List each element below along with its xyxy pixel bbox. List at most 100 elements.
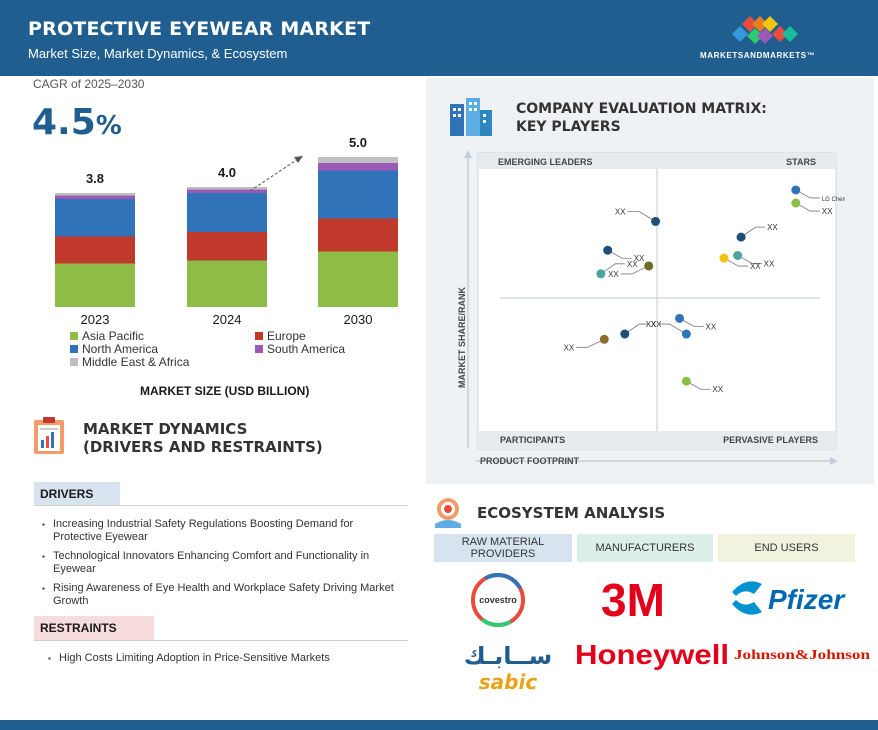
market-size-bar-chart: 3.8 2023 4.0 2024 5.0 2030 [55, 135, 398, 327]
legend-swatch [255, 345, 263, 353]
restraints-divider [34, 640, 408, 641]
bar-segment-asia-pacific [318, 251, 398, 307]
growth-arrow-line [249, 158, 299, 192]
restraints-tab: RESTRAINTS [34, 616, 154, 640]
ecosystem-title: ECOSYSTEM ANALYSIS [477, 504, 666, 522]
quadrant-label-pervasive: PERVASIVE PLAYERS [723, 435, 818, 445]
matrix-title: COMPANY EVALUATION MATRIX: KEY PLAYERS [516, 100, 767, 136]
drivers-divider [34, 505, 408, 506]
quadrant-label-stars: STARS [786, 157, 816, 167]
legend-item: Europe [255, 329, 306, 343]
cagr-label: CAGR of 2025–2030 [33, 77, 145, 91]
growth-arrow-icon [294, 156, 303, 163]
legend-swatch [255, 332, 263, 340]
johnson-and-johnson-logo: Johnson&Johnson [734, 648, 870, 663]
bar-segment-south-america [55, 195, 135, 199]
x-axis-label: PRODUCT FOOTPRINT [480, 456, 579, 466]
matrix-point [644, 261, 654, 271]
bar-segment-north-america [187, 193, 267, 232]
legend-label: Asia Pacific [82, 329, 145, 343]
3m-text: 3M [601, 574, 665, 622]
bar-segment-europe [55, 236, 135, 264]
matrix-leader-line [620, 265, 649, 275]
legend-swatch [70, 332, 78, 340]
bar-total-label: 5.0 [349, 135, 367, 150]
driver-item: Rising Awareness of Eye Health and Workp… [42, 582, 402, 608]
covestro-logo: covestro [471, 573, 525, 627]
matrix-leader-line [607, 249, 632, 259]
ecosystem-icon [435, 498, 461, 528]
clipboard-chart-icon [34, 417, 64, 454]
drivers-list: Increasing Industrial Safety Regulations… [42, 518, 402, 614]
driver-item: Technological Innovators Enhancing Comfo… [42, 550, 402, 576]
y-axis-arrow-icon [464, 150, 472, 158]
legend-item: Middle East & Africa [70, 355, 189, 369]
matrix-leader-line [723, 257, 748, 267]
bar-segment-north-america [55, 199, 135, 237]
matrix-leader-line [795, 189, 820, 199]
matrix-point-label: XX [767, 223, 778, 232]
market-dynamics-title-line1: MARKET DYNAMICS [83, 420, 248, 438]
matrix-point-label: XX [764, 259, 775, 268]
covestro-text: covestro [479, 595, 517, 605]
honeywell-logo: Honeywell [575, 639, 729, 670]
matrix-point [719, 253, 729, 263]
bar-segment-middle-east-africa [318, 157, 398, 163]
market-dynamics-title: MARKET DYNAMICS (DRIVERS AND RESTRAINTS) [83, 420, 323, 456]
marketsandmarkets-logo-icon [732, 16, 798, 44]
matrix-title-line1: COMPANY EVALUATION MATRIX: [516, 101, 767, 117]
matrix-point-label: XX [634, 254, 645, 263]
bar-segment-asia-pacific [187, 260, 267, 307]
matrix-point [620, 329, 630, 339]
legend-item: South America [255, 342, 345, 356]
restraint-item: High Costs Limiting Adoption in Price-Se… [48, 652, 408, 665]
bar-segment-asia-pacific [55, 263, 135, 307]
cagr-number: 4.5 [32, 102, 96, 143]
bar-segment-middle-east-africa [187, 187, 267, 190]
legend-swatch [70, 358, 78, 366]
legend-label: Middle East & Africa [82, 355, 190, 369]
matrix-point [736, 232, 746, 242]
matrix-point [675, 313, 685, 323]
bar-segment-europe [318, 218, 398, 252]
matrix-leader-line [658, 323, 687, 335]
matrix-point [681, 329, 691, 339]
x-tick-label: 2030 [344, 312, 373, 327]
matrix-leader-line [795, 202, 820, 212]
buildings-icon [450, 98, 492, 136]
logo-text: MARKETSANDMARKETS™ [700, 51, 816, 60]
matrix-leader-line [627, 211, 656, 222]
cagr-unit: % [95, 111, 122, 141]
eco-header-manufacturers: MANUFACTURERS [577, 534, 713, 562]
bar-segment-south-america [187, 189, 267, 193]
matrix-point [603, 245, 613, 255]
matrix-point [596, 269, 606, 279]
matrix-leader-line [576, 338, 605, 348]
sabic-logo: ســابـك sabic [464, 642, 553, 692]
legend-item: North America [70, 342, 158, 356]
matrix-leader-line [600, 263, 625, 275]
bar-total-label: 4.0 [218, 165, 236, 180]
matrix-point [733, 250, 743, 260]
chart-x-axis-label: MARKET SIZE (USD BILLION) [140, 384, 310, 398]
matrix-point [599, 334, 609, 344]
matrix-point-label: XX [651, 320, 662, 329]
legend-label: South America [267, 342, 346, 356]
matrix-top-band [478, 153, 836, 169]
honeywell-text: Honeywell [575, 639, 729, 670]
quadrant-label-emerging: EMERGING LEADERS [498, 157, 593, 167]
eco-header-raw-material: RAW MATERIAL PROVIDERS [434, 534, 572, 562]
matrix-point [791, 185, 801, 195]
x-axis-arrow-icon [830, 457, 838, 465]
3m-logo: 3M [601, 574, 665, 622]
bar-segment-europe [187, 232, 267, 261]
pfizer-text: Pfizer [768, 584, 846, 615]
bar-segment-south-america [318, 163, 398, 171]
matrix-point [791, 198, 801, 208]
matrix-title-line2: KEY PLAYERS [516, 119, 621, 135]
jnj-text: Johnson&Johnson [734, 648, 870, 663]
driver-item: Increasing Industrial Safety Regulations… [42, 518, 402, 544]
quadrant-label-participants: PARTICIPANTS [500, 435, 565, 445]
matrix-point-label: XX [706, 322, 717, 331]
cagr-value: 4.5% [32, 102, 122, 143]
